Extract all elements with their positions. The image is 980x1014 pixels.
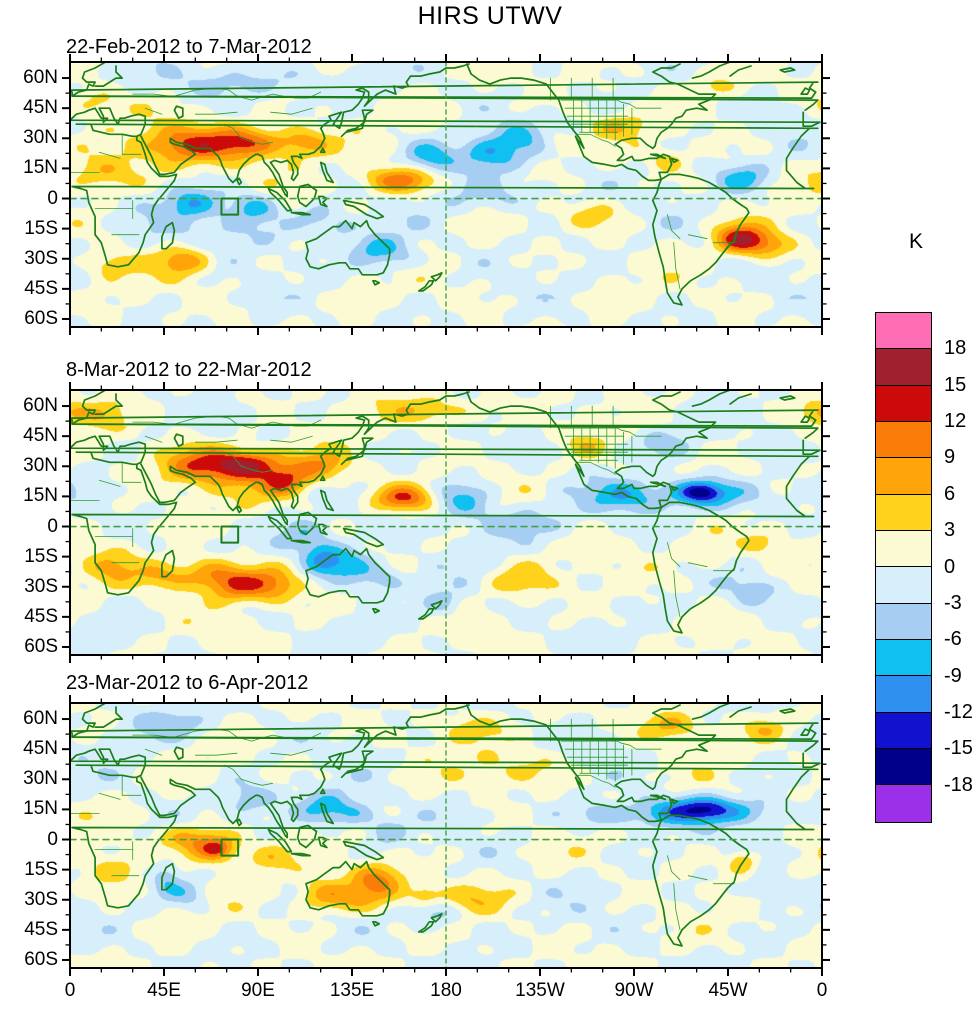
colorbar-segment	[876, 458, 931, 495]
y-tick-label: 60N	[23, 708, 58, 730]
y-tick-label: 45N	[23, 738, 58, 760]
map-overlay-panel-1	[62, 54, 830, 335]
y-tick-label: 30S	[24, 888, 58, 910]
x-tick-label: 0	[64, 980, 76, 1001]
colorbar-segment	[876, 385, 931, 423]
colorbar-level-label: -6	[944, 628, 962, 651]
colorbar-segment	[876, 785, 931, 822]
colorbar-level-label: -12	[944, 700, 973, 723]
panel3-title: 23-Mar-2012 to 6-Apr-2012	[66, 672, 309, 694]
y-tick-label: 60S	[24, 948, 58, 970]
colorbar-segment	[876, 422, 931, 459]
colorbar-level-label: 3	[944, 519, 956, 542]
y-tick-label: 60N	[23, 395, 58, 417]
map-panel-2	[62, 382, 830, 663]
y-tick-label: 0	[47, 187, 58, 209]
panel2-title: 8-Mar-2012 to 22-Mar-2012	[66, 359, 312, 381]
map-panel-3	[62, 695, 830, 976]
y-tick-label: 30S	[24, 247, 58, 269]
colorbar-level-label: 15	[944, 373, 967, 396]
y-tick-label: 60N	[23, 67, 58, 89]
colorbar-level-label: 9	[944, 446, 956, 469]
y-tick-label: 15S	[24, 545, 58, 567]
x-tick-label: 135E	[329, 980, 375, 1001]
colorbar-level-label: -3	[944, 591, 962, 614]
map-overlay-panel-3	[62, 695, 830, 976]
map-panel-1	[62, 54, 830, 335]
y-tick-label: 15N	[23, 485, 58, 507]
y-tick-label: 0	[47, 515, 58, 537]
y-tick-label: 45S	[24, 605, 58, 627]
colorbar-segment	[876, 749, 931, 786]
colorbar-segment	[876, 313, 931, 350]
colorbar-level-label: 18	[944, 337, 967, 360]
x-tick-label: 0	[816, 980, 828, 1001]
y-tick-label: 15S	[24, 217, 58, 239]
colorbar-segment	[876, 494, 931, 532]
y-tick-label: 30N	[23, 768, 58, 790]
x-tick-label: 180	[430, 980, 462, 1001]
colorbar-level-label: 0	[944, 555, 956, 578]
x-tick-label: 45E	[147, 980, 181, 1001]
x-tick-label: 135W	[515, 980, 565, 1001]
map-overlay-panel-2	[62, 382, 830, 663]
y-tick-label: 15N	[23, 157, 58, 179]
colorbar-level-label: -9	[944, 664, 962, 687]
colorbar-segment	[876, 531, 931, 568]
colorbar-segment	[876, 676, 931, 713]
colorbar-segment	[876, 567, 931, 604]
y-tick-label: 45S	[24, 918, 58, 940]
panel1-title: 22-Feb-2012 to 7-Mar-2012	[66, 36, 312, 58]
y-tick-label: 0	[47, 828, 58, 850]
y-tick-label: 15S	[24, 858, 58, 880]
y-tick-label: 45N	[23, 425, 58, 447]
y-tick-label: 45S	[24, 277, 58, 299]
colorbar-level-label: 6	[944, 482, 956, 505]
x-tick-label: 90W	[614, 980, 654, 1001]
colorbar-segment	[876, 640, 931, 677]
colorbar	[875, 312, 932, 823]
colorbar-level-label: -15	[944, 737, 973, 760]
y-tick-label: 30S	[24, 575, 58, 597]
y-tick-label: 30N	[23, 455, 58, 477]
x-tick-label: 90E	[241, 980, 275, 1001]
y-tick-label: 60S	[24, 635, 58, 657]
colorbar-level-label: 12	[944, 410, 967, 433]
colorbar-segment	[876, 349, 931, 386]
colorbar-segment	[876, 603, 931, 641]
y-tick-label: 45N	[23, 97, 58, 119]
x-tick-label: 45W	[708, 980, 748, 1001]
figure-title: HIRS UTWV	[417, 2, 563, 30]
y-tick-label: 30N	[23, 127, 58, 149]
y-tick-label: 15N	[23, 798, 58, 820]
colorbar-unit-label: K	[908, 230, 923, 253]
colorbar-level-label: -18	[944, 773, 973, 796]
colorbar-segment	[876, 712, 931, 750]
y-tick-label: 60S	[24, 307, 58, 329]
